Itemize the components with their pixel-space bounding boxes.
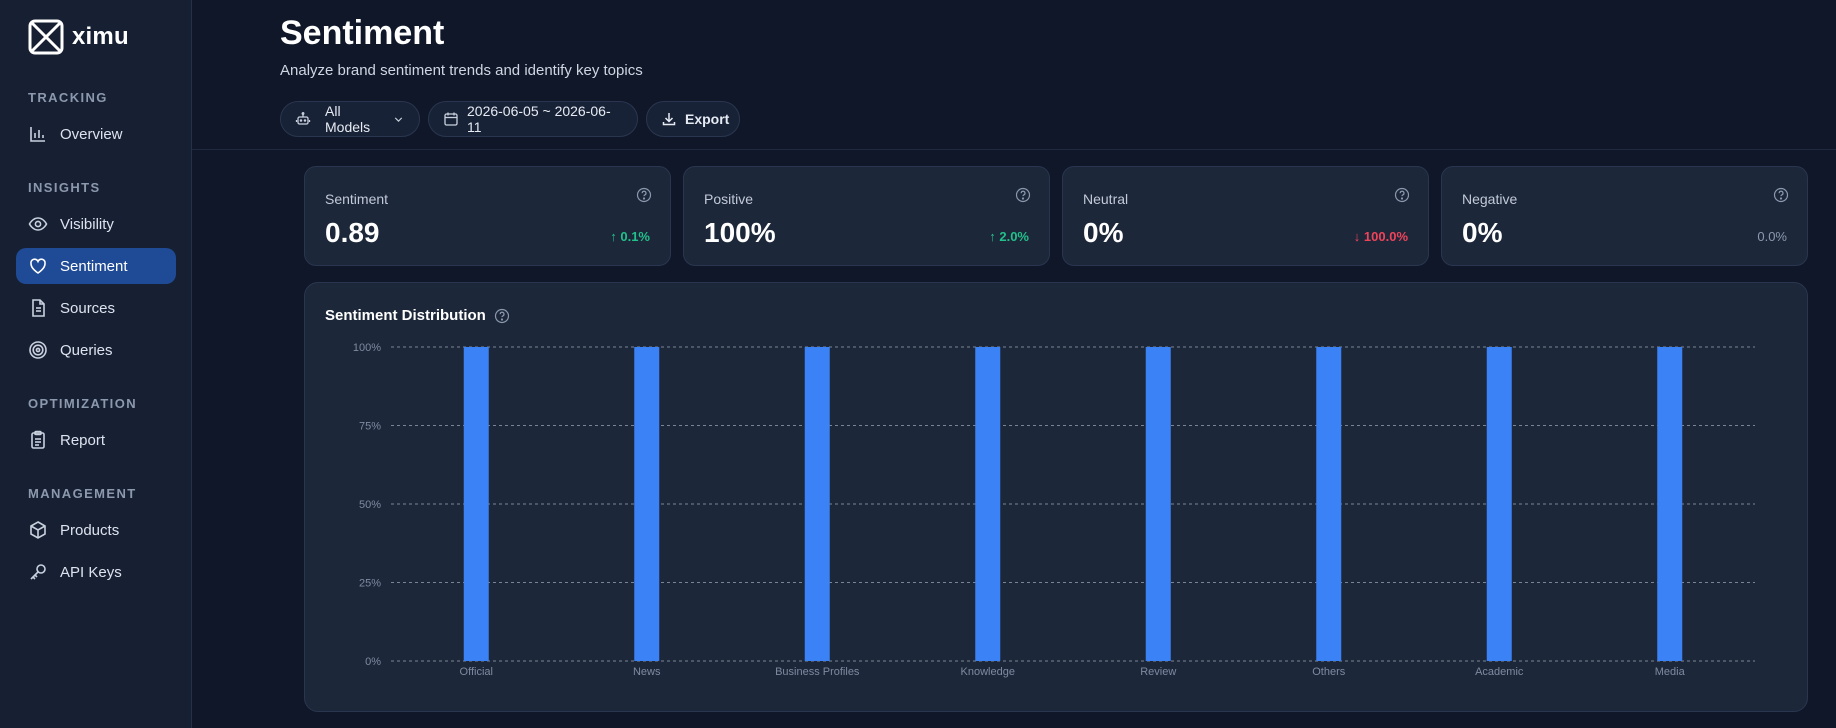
ximu-logo-icon xyxy=(28,19,64,55)
export-label: Export xyxy=(685,111,730,127)
chart-title: Sentiment Distribution xyxy=(325,307,510,324)
metric-label: Neutral xyxy=(1083,191,1129,207)
help-icon[interactable] xyxy=(636,187,652,203)
x-tick-label: News xyxy=(633,666,661,678)
metric-label: Negative xyxy=(1462,191,1518,207)
date-range-label: 2026-06-05 ~ 2026-06-11 xyxy=(467,103,611,135)
section-title-management: MANAGEMENT xyxy=(28,486,137,501)
page-header: Sentiment Analyze brand sentiment trends… xyxy=(192,0,1836,150)
section-title-insights: INSIGHTS xyxy=(28,180,101,195)
robot-icon xyxy=(295,112,311,125)
export-button[interactable]: Export xyxy=(646,101,740,137)
help-icon[interactable] xyxy=(1015,187,1031,203)
sidebar-item-label: Report xyxy=(60,431,106,449)
bar-others[interactable] xyxy=(1316,347,1342,661)
metric-card-neutral: Neutral 0% ↓ 100.0% xyxy=(1062,166,1429,266)
x-tick-label: Media xyxy=(1655,666,1686,678)
x-tick-label: Review xyxy=(1140,666,1176,678)
model-filter-label: All Models xyxy=(325,103,371,135)
bar-news[interactable] xyxy=(634,347,660,661)
metric-delta: ↑ 0.1% xyxy=(610,229,650,244)
key-icon xyxy=(30,564,46,580)
bar-knowledge[interactable] xyxy=(975,347,1001,661)
sidebar-item-products[interactable]: Products xyxy=(16,512,176,548)
page-subtitle: Analyze brand sentiment trends and ident… xyxy=(280,62,643,79)
bar-review[interactable] xyxy=(1145,347,1171,661)
sidebar-item-label: Overview xyxy=(60,125,123,143)
x-tick-label: Others xyxy=(1312,666,1346,678)
date-range-picker[interactable]: 2026-06-05 ~ 2026-06-11 xyxy=(428,101,638,137)
metric-label: Sentiment xyxy=(325,191,389,207)
download-icon xyxy=(662,113,676,126)
x-tick-label: Academic xyxy=(1475,666,1524,678)
bar-academic[interactable] xyxy=(1486,347,1512,661)
bar-media[interactable] xyxy=(1657,347,1683,661)
page-title: Sentiment xyxy=(280,14,445,52)
brand-name: ximu xyxy=(72,23,129,50)
calendar-icon xyxy=(444,112,458,126)
x-tick-label: Knowledge xyxy=(961,666,1015,678)
logo[interactable]: ximu xyxy=(28,18,129,56)
metric-delta: ↑ 2.0% xyxy=(989,229,1029,244)
bar-chart-icon xyxy=(30,127,45,142)
bar-business-profiles[interactable] xyxy=(804,347,830,661)
y-tick-label: 100% xyxy=(353,342,381,354)
section-title-tracking: TRACKING xyxy=(28,90,108,105)
metric-value: 100% xyxy=(704,217,776,248)
sidebar-item-visibility[interactable]: Visibility xyxy=(16,206,176,242)
chart-canvas: 0% 25% 50% 75% 100% Official News Business Prof… xyxy=(353,342,1755,678)
sidebar-item-overview[interactable]: Overview xyxy=(16,116,176,152)
model-filter-dropdown[interactable]: All Models xyxy=(280,101,420,137)
sidebar-item-sentiment[interactable]: Sentiment xyxy=(16,248,176,284)
metric-card-sentiment: Sentiment 0.89 ↑ 0.1% xyxy=(304,166,671,266)
chevron-down-icon xyxy=(394,116,403,122)
sidebar-item-report[interactable]: Report xyxy=(16,422,176,458)
help-icon[interactable] xyxy=(1773,187,1789,203)
y-tick-label: 25% xyxy=(359,578,381,590)
sentiment-distribution-chart: 0% 25% 50% 75% 100% Official News Business Prof… xyxy=(304,282,1808,712)
heart-icon xyxy=(30,258,46,274)
x-tick-label: Business Profiles xyxy=(775,666,860,678)
bar-official[interactable] xyxy=(463,347,489,661)
sidebar-item-queries[interactable]: Queries xyxy=(16,332,176,368)
section-title-optimization: OPTIMIZATION xyxy=(28,396,137,411)
y-tick-label: 75% xyxy=(359,421,381,433)
help-icon[interactable] xyxy=(494,308,510,324)
sidebar-item-label: Sentiment xyxy=(60,257,128,275)
sidebar: ximu TRACKING Overview INSIGHTS Visibili… xyxy=(0,0,192,728)
box-icon xyxy=(30,521,46,539)
y-tick-label: 0% xyxy=(365,656,381,668)
sidebar-item-label: Visibility xyxy=(60,215,114,233)
sidebar-item-label: API Keys xyxy=(60,563,122,581)
document-icon xyxy=(32,299,45,317)
metric-value: 0.89 xyxy=(325,217,380,248)
x-tick-label: Official xyxy=(460,666,493,678)
sidebar-item-label: Products xyxy=(60,521,120,539)
sidebar-item-api-keys[interactable]: API Keys xyxy=(16,554,176,590)
metric-value: 0% xyxy=(1083,217,1124,248)
target-icon xyxy=(29,341,47,359)
metric-delta: ↓ 100.0% xyxy=(1353,229,1408,244)
y-tick-label: 50% xyxy=(359,499,381,511)
sidebar-item-label: Queries xyxy=(60,341,113,359)
clipboard-icon xyxy=(31,430,45,449)
sidebar-item-sources[interactable]: Sources xyxy=(16,290,176,326)
metric-value: 0% xyxy=(1462,217,1503,248)
help-icon[interactable] xyxy=(1394,187,1410,203)
metric-label: Positive xyxy=(704,191,754,207)
sidebar-item-label: Sources xyxy=(60,299,116,317)
metric-card-positive: Positive 100% ↑ 2.0% xyxy=(683,166,1050,266)
eye-icon xyxy=(28,217,48,231)
chart-title-text: Sentiment Distribution xyxy=(325,307,486,324)
metric-delta: 0.0% xyxy=(1757,229,1787,244)
metric-card-negative: Negative 0% 0.0% xyxy=(1441,166,1808,266)
